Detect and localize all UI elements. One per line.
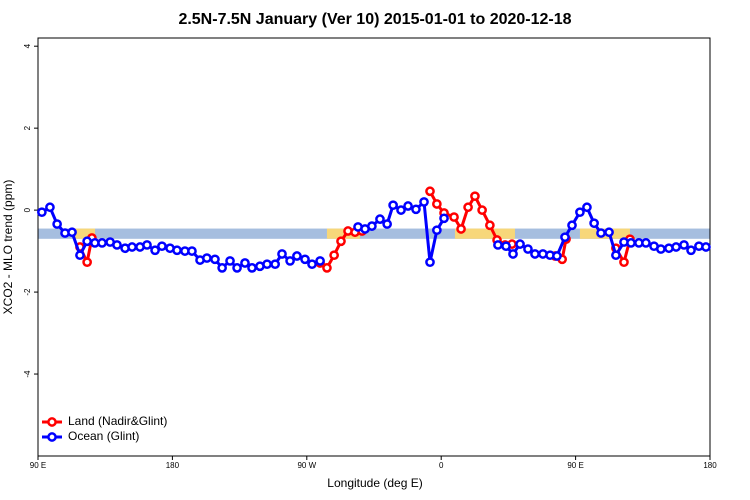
data-point <box>596 228 606 238</box>
data-point <box>701 242 711 252</box>
data-point <box>45 202 55 213</box>
data-point <box>679 240 689 250</box>
y-axis-label: XCO2 - MLO trend (ppm) <box>1 180 15 315</box>
data-point <box>560 232 570 243</box>
y-tick-label: 2 <box>23 125 32 130</box>
data-point <box>322 263 332 273</box>
data-point <box>523 244 533 254</box>
data-point <box>157 241 167 252</box>
data-point <box>432 199 442 209</box>
land-band <box>75 228 96 239</box>
data-point <box>501 241 511 252</box>
data-point <box>300 254 310 265</box>
data-point <box>142 240 152 250</box>
data-point <box>285 256 295 266</box>
data-point <box>456 224 466 234</box>
data-point <box>262 259 272 270</box>
data-point <box>225 256 235 266</box>
data-point <box>411 204 421 215</box>
data-point <box>367 221 377 231</box>
data-point <box>382 219 392 229</box>
y-tick-label: -4 <box>23 370 32 378</box>
data-point <box>307 259 317 270</box>
data-point <box>508 249 518 259</box>
data-point <box>686 245 696 256</box>
data-point <box>396 205 406 215</box>
data-point <box>575 207 585 218</box>
data-point <box>329 250 339 261</box>
data-point <box>67 227 77 238</box>
data-point <box>567 220 577 231</box>
data-point <box>552 251 562 261</box>
data-point <box>112 240 122 250</box>
reference-band <box>38 228 710 239</box>
legend-marker <box>47 417 57 427</box>
data-point <box>604 227 614 238</box>
chart-title: 2.5N-7.5N January (Ver 10) 2015-01-01 to… <box>178 11 571 28</box>
data-point <box>611 250 621 261</box>
data-point <box>247 263 257 273</box>
data-point <box>82 257 92 268</box>
data-point <box>589 218 599 229</box>
data-point <box>626 238 636 248</box>
data-point <box>240 258 250 268</box>
x-tick-label: 180 <box>703 461 717 470</box>
data-point <box>187 246 197 256</box>
land-band <box>326 228 360 239</box>
data-point <box>403 201 413 211</box>
y-tick-label: 0 <box>23 207 32 212</box>
data-point <box>515 239 525 249</box>
data-point <box>336 236 346 247</box>
data-point <box>75 250 85 261</box>
data-point <box>493 240 503 250</box>
x-tick-label: 180 <box>166 461 180 470</box>
data-point <box>150 245 160 256</box>
data-point <box>425 257 435 268</box>
data-point <box>439 213 449 224</box>
legend-label: Land (Nadir&Glint) <box>68 414 167 428</box>
data-point <box>82 236 92 247</box>
data-point <box>449 212 459 222</box>
data-point <box>232 263 242 273</box>
data-point <box>315 256 325 266</box>
data-point <box>52 219 62 229</box>
data-point <box>375 214 385 224</box>
data-point <box>37 207 47 218</box>
data-point <box>217 263 227 273</box>
y-tick-label: -2 <box>23 288 32 296</box>
data-point <box>202 253 212 263</box>
data-point <box>530 249 540 259</box>
data-point <box>582 202 592 213</box>
data-point <box>97 238 107 248</box>
data-point <box>470 191 480 202</box>
x-tick-label: 90 E <box>567 461 583 470</box>
data-point <box>419 197 429 207</box>
data-point <box>210 254 220 265</box>
x-axis-label: Longitude (deg E) <box>327 476 422 490</box>
data-point <box>388 200 398 211</box>
data-point <box>671 242 681 252</box>
legend-label: Ocean (Glint) <box>68 429 139 443</box>
land-band <box>454 228 515 239</box>
data-point <box>277 249 287 259</box>
data-point <box>270 259 280 270</box>
data-point <box>463 202 473 213</box>
data-point <box>641 238 651 248</box>
x-tick-label: 90 E <box>30 461 46 470</box>
x-tick-label: 0 <box>439 461 444 470</box>
x-tick-label: 90 W <box>297 461 316 470</box>
data-point <box>172 245 182 256</box>
y-tick-label: 4 <box>23 43 32 48</box>
legend-marker <box>47 432 57 442</box>
data-point <box>619 257 629 268</box>
data-point <box>127 242 137 252</box>
data-point <box>432 225 442 236</box>
data-point <box>656 244 666 254</box>
data-point <box>292 251 302 261</box>
data-point <box>425 186 435 197</box>
data-point <box>485 220 495 231</box>
data-point <box>477 205 487 215</box>
